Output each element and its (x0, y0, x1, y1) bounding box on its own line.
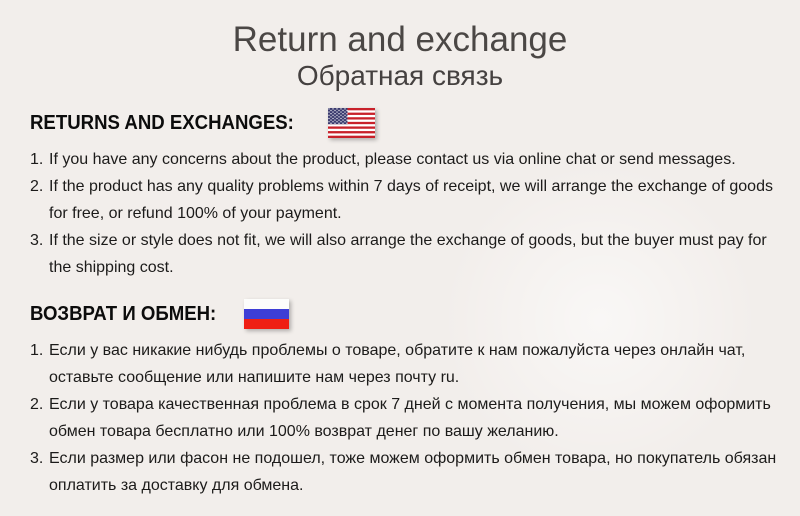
item-text: If the product has any quality problems … (49, 178, 773, 223)
item-text: Если у вас никакие нибудь проблемы о тов… (49, 342, 746, 387)
item-number: 3. (30, 232, 44, 250)
item-number: 3. (30, 450, 44, 468)
english-items-list: 1. If you have any concerns about the pr… (30, 146, 792, 281)
item-text: If the size or style does not fit, we wi… (49, 232, 767, 277)
item-number: 1. (30, 342, 44, 360)
list-item: 2. Если у товара качественная проблема в… (30, 391, 792, 445)
section-russian-header: ВОЗВРАТ И ОБМЕН: (30, 298, 792, 330)
list-item: 1. If you have any concerns about the pr… (30, 146, 792, 173)
russian-items-list: 1. Если у вас никакие нибудь проблемы о … (30, 337, 792, 499)
list-item: 3. If the size or style does not fit, we… (30, 227, 792, 281)
list-item: 1. Если у вас никакие нибудь проблемы о … (30, 337, 792, 391)
us-flag-icon (327, 108, 375, 139)
item-number: 2. (30, 396, 44, 414)
item-text: Если у товара качественная проблема в ср… (49, 396, 771, 441)
page-header: Return and exchange Обратная связь (0, 0, 800, 90)
page-subtitle: Обратная связь (296, 59, 504, 91)
section-english-heading: RETURNS AND EXCHANGES: (30, 111, 294, 134)
section-russian-heading: ВОЗВРАТ И ОБМЕН: (30, 302, 217, 325)
item-text: Если размер или фасон не подошел, тоже м… (49, 450, 777, 495)
item-number: 2. (30, 178, 44, 196)
section-returns-russian: ВОЗВРАТ И ОБМЕН: 1. Если у вас никакие н… (30, 298, 792, 499)
section-returns-english: RETURNS AND EXCHANGES: (30, 107, 792, 281)
list-item: 3. Если размер или фасон не подошел, тож… (30, 445, 792, 499)
item-text: If you have any concerns about the produ… (49, 151, 736, 169)
list-item: 2. If the product has any quality proble… (30, 173, 792, 227)
section-english-header: RETURNS AND EXCHANGES: (30, 107, 792, 139)
item-number: 1. (30, 151, 44, 169)
page-title: Return and exchange (232, 20, 568, 59)
ru-flag-icon (244, 299, 290, 330)
